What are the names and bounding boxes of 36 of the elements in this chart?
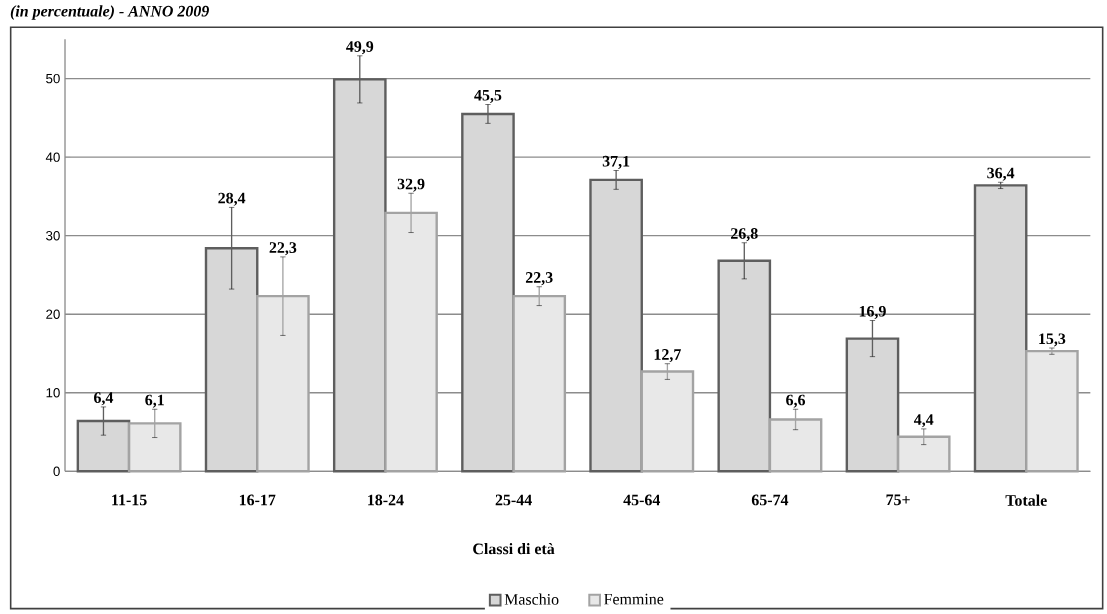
data-label: 15,3	[1039, 333, 1066, 347]
y-tick-label: 30	[46, 230, 60, 241]
data-label: 6,1	[145, 394, 164, 408]
bar	[1025, 349, 1079, 473]
y-tick-label: 40	[45, 152, 60, 162]
x-tick-label: 75+	[886, 494, 910, 506]
data-label: 49,9	[346, 41, 374, 55]
data-label: 22,3	[269, 242, 297, 256]
y-tick-label: 0	[53, 466, 60, 477]
y-tick-label: 20	[46, 309, 60, 319]
x-tick-label: 16-17	[239, 494, 276, 506]
y-tick-label: 50	[46, 73, 60, 84]
data-label: 28,4	[218, 192, 246, 206]
data-label: 4,4	[913, 414, 934, 428]
data-label: 36,4	[987, 167, 1015, 181]
data-label: 6,6	[786, 394, 806, 408]
x-tick-label: 25-44	[495, 494, 532, 506]
data-label: 16,9	[859, 305, 886, 319]
chart-title: (in percentuale) - ANNO 2009	[10, 5, 209, 20]
bar	[973, 184, 1028, 473]
x-axis-title: Classi di età	[473, 543, 555, 555]
data-label: 26,8	[731, 228, 758, 242]
legend-label: Femmine	[604, 593, 664, 605]
data-label: 6,4	[94, 392, 114, 406]
data-label: 22,3	[525, 272, 553, 286]
x-tick-label: 45-64	[623, 494, 661, 506]
x-tick-label: 65-74	[751, 494, 789, 506]
data-label: 12,7	[654, 349, 681, 363]
y-tick-label: 10	[46, 388, 60, 398]
legend-label: Maschio	[504, 593, 559, 605]
x-tick-label: 11-15	[112, 494, 147, 506]
x-tick-label: Totale	[1005, 494, 1047, 506]
data-label: 37,1	[602, 155, 630, 169]
data-label: 32,9	[397, 178, 425, 192]
x-tick-label: 18-24	[368, 494, 404, 506]
data-label: 45,5	[474, 89, 502, 103]
